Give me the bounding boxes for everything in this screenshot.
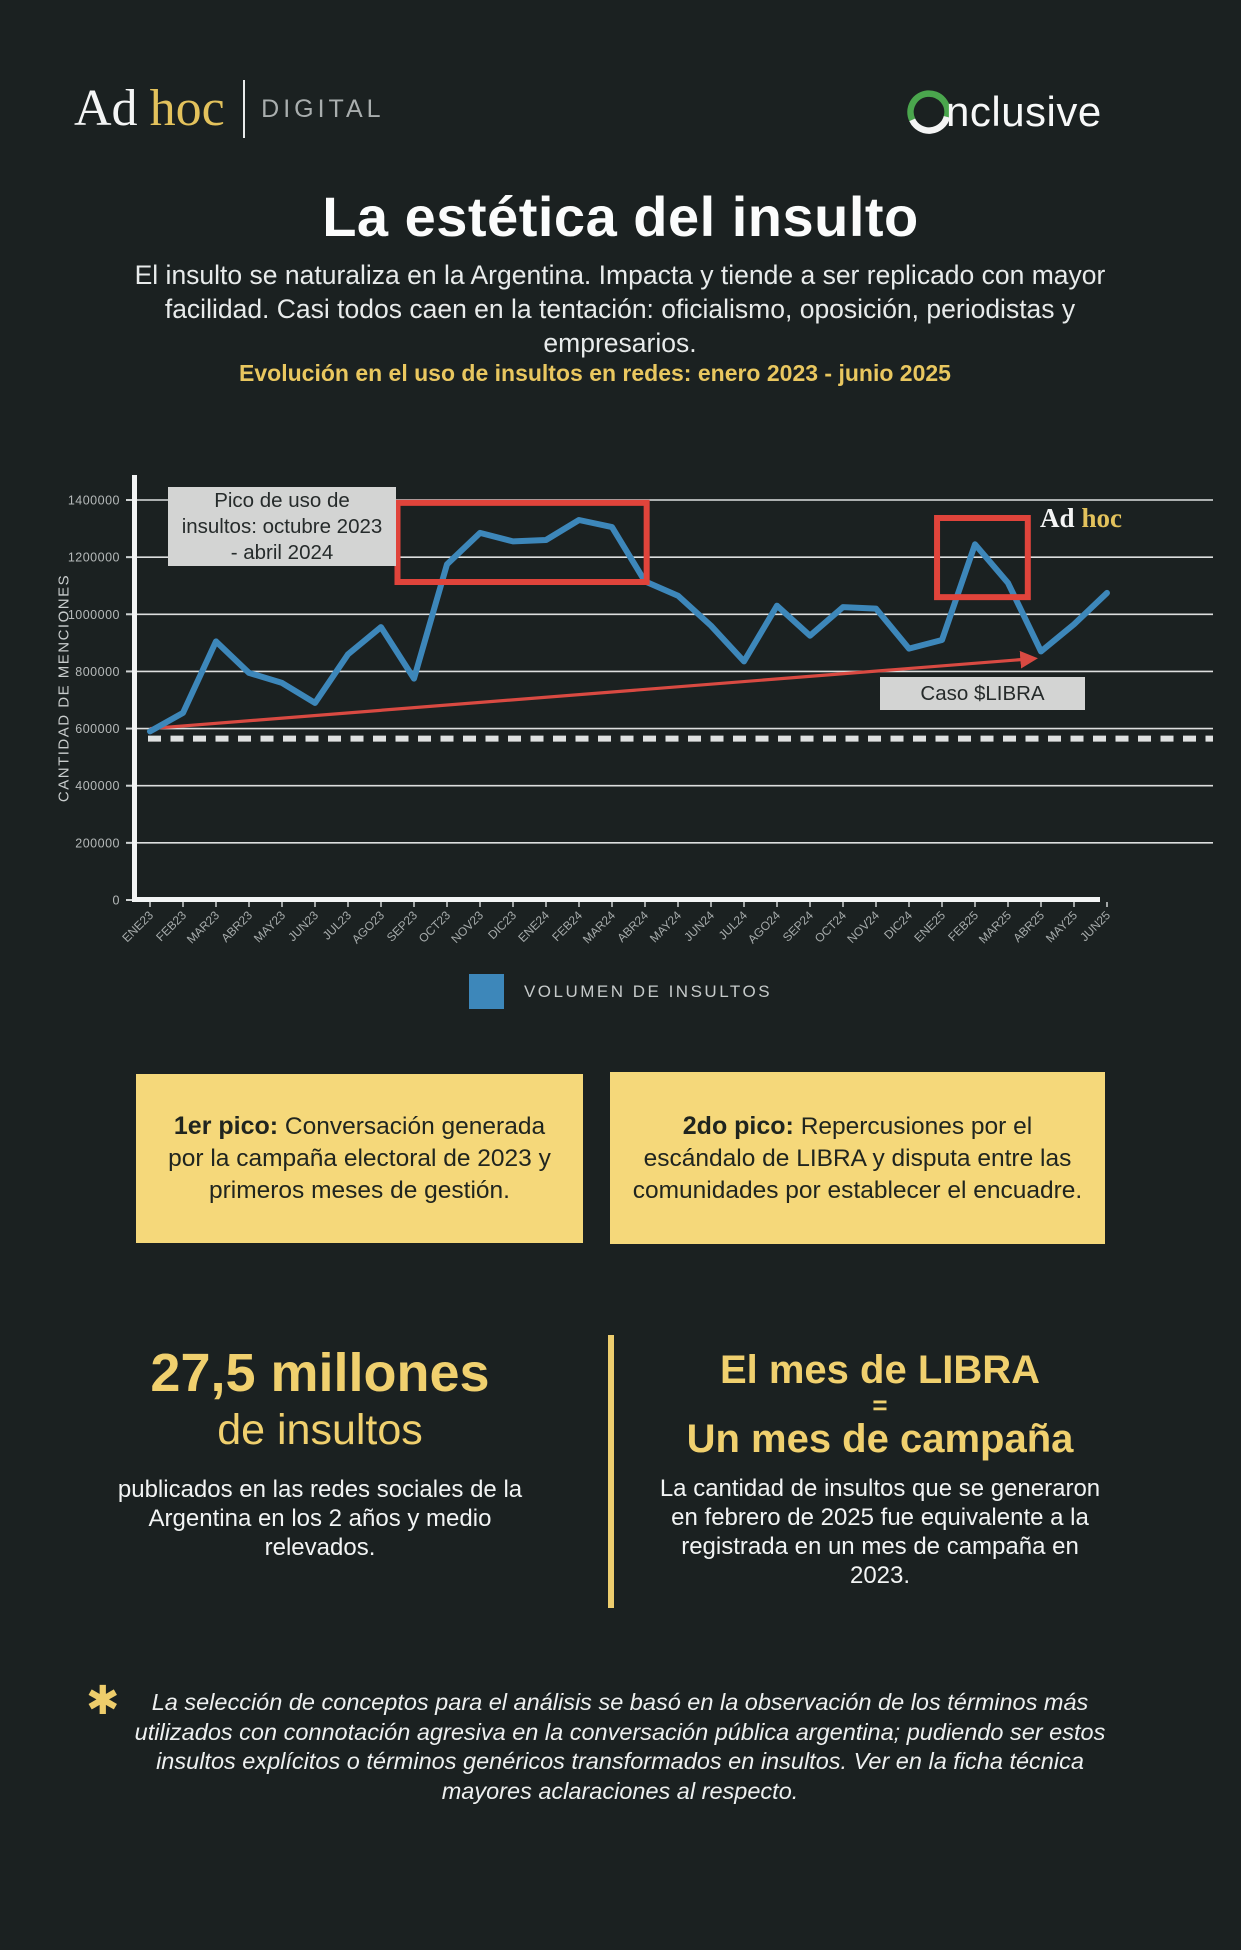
highlight-box-1 bbox=[394, 499, 650, 586]
stat-libra-headline-bottom: Un mes de campaña bbox=[686, 1417, 1074, 1461]
y-tick-label: 200000 bbox=[75, 836, 120, 850]
stat-total-insults: 27,5 millones de insultos publicados en … bbox=[110, 1342, 530, 1562]
legend-label: VOLUMEN DE INSULTOS bbox=[523, 981, 773, 1001]
x-tick-label: ENE23 bbox=[119, 908, 156, 945]
stat-libra-month: El mes de LIBRA = Un mes de campaña La c… bbox=[650, 1348, 1110, 1590]
callout-second-peak: 2do pico: Repercusiones por el escándalo… bbox=[610, 1072, 1105, 1244]
chart-trend-arrow bbox=[149, 650, 1038, 731]
chart-title: Evolución en el uso de insultos en redes… bbox=[239, 360, 951, 386]
onclusive-logo: nclusive bbox=[903, 86, 1102, 138]
adhoc-logo-division: DIGITAL bbox=[261, 94, 385, 123]
stats-divider bbox=[608, 1335, 614, 1608]
stat-libra-body: La cantidad de insultos que se generaron… bbox=[659, 1475, 1101, 1589]
x-tick-label: SEP23 bbox=[384, 908, 421, 945]
adhoc-logo-primary: Ad bbox=[74, 80, 138, 137]
x-tick-label: FEB23 bbox=[153, 908, 189, 944]
x-tick-label: MAR24 bbox=[580, 908, 618, 946]
annotation-peak-label: Pico de uso de insultos: octubre 2023 - … bbox=[168, 487, 396, 566]
chart-watermark-primary: Ad bbox=[1040, 503, 1075, 533]
x-tick-label: OCT24 bbox=[812, 908, 849, 945]
x-tick-label: JUN24 bbox=[681, 908, 717, 944]
x-tick-label: ABR25 bbox=[1010, 908, 1047, 945]
stat-total-subheadline: de insultos bbox=[217, 1406, 423, 1454]
x-tick-label: AGO23 bbox=[349, 908, 387, 946]
callout-first-peak: 1er pico: Conversación generada por la c… bbox=[136, 1074, 583, 1243]
onclusive-logo-text: nclusive bbox=[946, 88, 1102, 135]
x-tick-label: ENE24 bbox=[515, 908, 552, 945]
page-subtitle: El insulto se naturaliza en la Argentina… bbox=[134, 260, 1106, 358]
chart-watermark-secondary: hoc bbox=[1081, 503, 1123, 533]
callout-first-peak-text: 1er pico: Conversación generada por la c… bbox=[136, 1110, 583, 1207]
logo-divider-bar bbox=[242, 80, 246, 138]
chart-data-line bbox=[147, 517, 1110, 735]
x-tick-label: ENE25 bbox=[911, 908, 948, 945]
page-title: La estética del insulto bbox=[322, 185, 919, 248]
volume-line bbox=[147, 517, 1110, 735]
y-tick-label: 800000 bbox=[75, 665, 120, 679]
callout-first-peak-body: Conversación generada por la campaña ele… bbox=[168, 1113, 551, 1204]
footnote-asterisk-icon: ✱ bbox=[86, 1679, 120, 1723]
x-tick-label: MAR25 bbox=[976, 908, 1014, 946]
y-tick-label: 1400000 bbox=[68, 494, 120, 508]
adhoc-logo: Ad hoc DIGITAL bbox=[74, 80, 385, 138]
highlight-box-2 bbox=[934, 515, 1031, 601]
y-tick-label: 1200000 bbox=[68, 551, 120, 565]
x-tick-label: MAR23 bbox=[184, 908, 222, 946]
x-tick-label: MAY25 bbox=[1043, 908, 1080, 945]
x-tick-label: AGO24 bbox=[745, 908, 783, 946]
callout-second-peak-label: 2do pico: bbox=[682, 1111, 794, 1140]
y-tick-label: 1000000 bbox=[68, 608, 120, 622]
trend-arrow-line bbox=[149, 650, 1038, 731]
chart-watermark: Ad hoc bbox=[1040, 503, 1122, 534]
x-tick-label: OCT23 bbox=[416, 908, 453, 945]
x-tick-label: DIC23 bbox=[485, 908, 519, 942]
callout-first-peak-label: 1er pico: bbox=[173, 1112, 279, 1140]
stat-libra-equals: = bbox=[872, 1390, 888, 1420]
x-tick-label: MAY24 bbox=[647, 908, 684, 945]
footnote-text: La selección de conceptos para el anális… bbox=[134, 1689, 1106, 1804]
stat-total-headline: 27,5 millones bbox=[150, 1343, 490, 1403]
x-tick-label: DIC24 bbox=[881, 908, 915, 942]
stat-libra-headline-top: El mes de LIBRA bbox=[719, 1348, 1041, 1392]
chart-y-tick-labels: 0 200000 400000 600000 800000 1000000 1200000 1… bbox=[68, 494, 120, 908]
x-tick-label: FEB25 bbox=[945, 908, 981, 944]
x-tick-label: JUN25 bbox=[1077, 908, 1113, 944]
chart-axes bbox=[126, 475, 1108, 907]
stat-total-body: publicados en las redes sociales de la A… bbox=[117, 1476, 523, 1561]
x-tick-label: FEB24 bbox=[549, 908, 585, 944]
callout-second-peak-body: Repercusiones por el escándalo de LIBRA … bbox=[632, 1112, 1083, 1204]
annotation-libra-label: Caso $LIBRA bbox=[880, 677, 1085, 710]
x-tick-label: NOV23 bbox=[448, 908, 486, 946]
adhoc-logo-secondary: hoc bbox=[149, 80, 225, 137]
legend-swatch-blue bbox=[468, 974, 504, 1009]
y-tick-label: 600000 bbox=[75, 722, 120, 736]
x-tick-label: ABR23 bbox=[218, 908, 255, 945]
x-tick-label: ABR24 bbox=[614, 908, 651, 945]
x-tick-label: JUN23 bbox=[285, 908, 321, 944]
y-tick-label: 400000 bbox=[75, 779, 120, 793]
y-tick-label: 0 bbox=[113, 894, 120, 908]
chart-x-tick-labels: ENE23FEB23MAR23ABR23MAY23JUN23JUL23AGO23… bbox=[119, 908, 1113, 946]
chart-highlight-boxes bbox=[394, 499, 1031, 601]
callout-second-peak-text: 2do pico: Repercusiones por el escándalo… bbox=[610, 1110, 1105, 1207]
onclusive-o-icon bbox=[907, 90, 949, 134]
x-tick-label: SEP24 bbox=[780, 908, 817, 945]
x-tick-label: NOV24 bbox=[844, 908, 882, 946]
chart-legend: VOLUMEN DE INSULTOS bbox=[0, 974, 1241, 1009]
x-tick-label: MAY23 bbox=[251, 908, 288, 945]
